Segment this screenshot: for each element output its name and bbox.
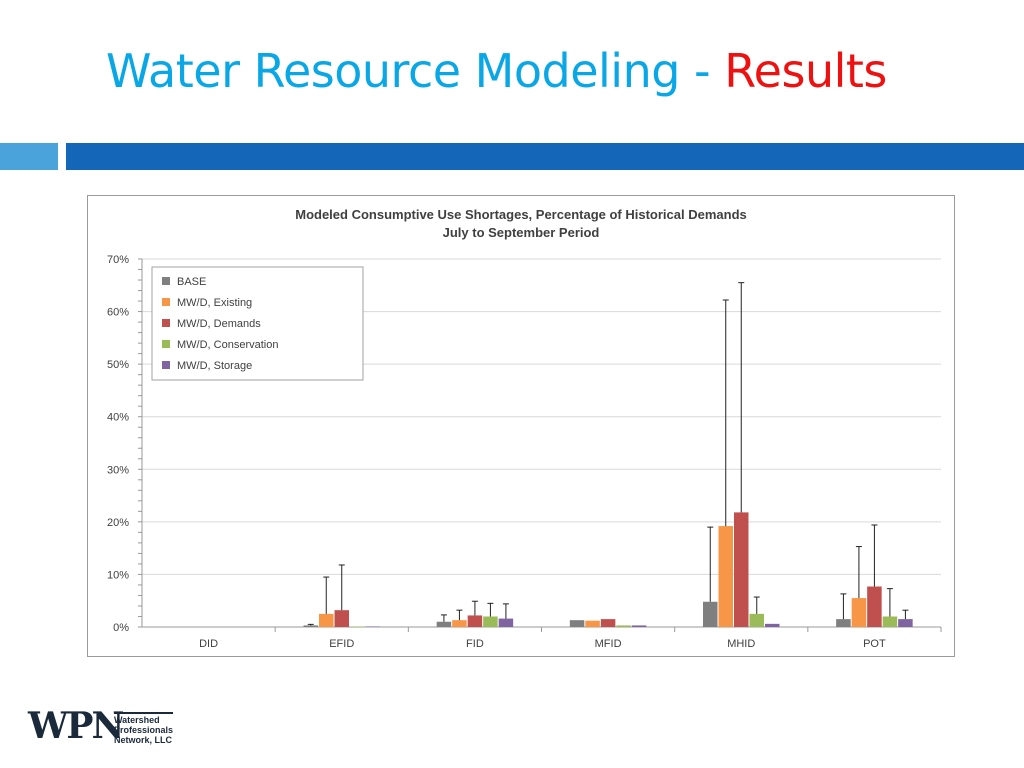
- bar: [631, 625, 647, 627]
- y-tick-label: 10%: [107, 569, 129, 581]
- legend-swatch: [162, 319, 170, 327]
- bar: [867, 586, 882, 627]
- y-tick-label: 60%: [107, 307, 129, 319]
- bar: [718, 526, 733, 627]
- bar: [703, 601, 718, 627]
- y-tick-label: 0%: [113, 622, 129, 634]
- y-tick-label: 30%: [107, 464, 129, 476]
- x-tick-label: FID: [466, 638, 484, 650]
- legend-label: MW/D, Storage: [177, 360, 252, 372]
- legend-swatch: [162, 340, 170, 348]
- logo-mark: WPN: [28, 705, 124, 747]
- x-tick-label: DID: [199, 638, 218, 650]
- bar: [898, 619, 913, 627]
- bar: [585, 620, 600, 627]
- bar: [467, 615, 483, 627]
- x-tick-label: MHID: [727, 638, 755, 650]
- accent-bar-right: [66, 143, 1024, 170]
- bar: [600, 619, 616, 627]
- bar: [851, 598, 867, 627]
- chart-title: Modeled Consumptive Use Shortages, Perce…: [295, 207, 747, 222]
- bar: [749, 613, 764, 627]
- bar: [836, 619, 851, 627]
- title-main: Water Resource Modeling: [106, 44, 680, 98]
- bar: [303, 625, 318, 627]
- legend-swatch: [162, 361, 170, 369]
- slide-title: Water Resource Modeling - Results: [106, 44, 887, 98]
- legend-box: [151, 266, 364, 381]
- bar: [334, 610, 349, 627]
- accent-bar-left: [0, 143, 58, 170]
- bar: [483, 616, 498, 627]
- y-tick-label: 50%: [107, 359, 129, 371]
- y-tick-label: 70%: [107, 254, 129, 266]
- bar: [350, 626, 365, 627]
- legend-swatch: [162, 298, 170, 306]
- bar: [319, 613, 334, 627]
- bar: [734, 512, 749, 627]
- bar: [569, 620, 585, 627]
- bar: [436, 621, 452, 627]
- title-accent: Results: [724, 44, 887, 98]
- logo-line: Professionals: [114, 725, 174, 735]
- logo-text: Watershed Professionals Network, LLC: [114, 712, 174, 745]
- bar: [616, 625, 631, 627]
- logo-line: Watershed: [114, 715, 160, 725]
- y-tick-label: 20%: [107, 517, 129, 529]
- legend-label: BASE: [177, 276, 206, 288]
- legend-label: MW/D, Demands: [177, 318, 261, 330]
- x-tick-label: MFID: [595, 638, 622, 650]
- x-tick-label: POT: [863, 638, 886, 650]
- title-separator: -: [694, 44, 711, 98]
- bar: [498, 618, 514, 627]
- x-tick-label: EFID: [329, 638, 354, 650]
- bar: [882, 616, 898, 627]
- bar: [765, 623, 780, 627]
- shortage-bar-chart: Modeled Consumptive Use Shortages, Perce…: [107, 207, 942, 650]
- wpn-logo: WPN Watershed Professionals Network, LLC: [28, 702, 188, 752]
- bar: [452, 620, 467, 627]
- legend-label: MW/D, Conservation: [177, 339, 278, 351]
- chart-container: Modeled Consumptive Use Shortages, Perce…: [87, 195, 955, 657]
- chart-subtitle: July to September Period: [443, 225, 600, 240]
- bar: [365, 626, 380, 627]
- legend-label: MW/D, Existing: [177, 297, 252, 309]
- y-tick-label: 40%: [107, 412, 129, 424]
- legend-swatch: [162, 277, 170, 285]
- logo-line: Network, LLC: [114, 735, 173, 745]
